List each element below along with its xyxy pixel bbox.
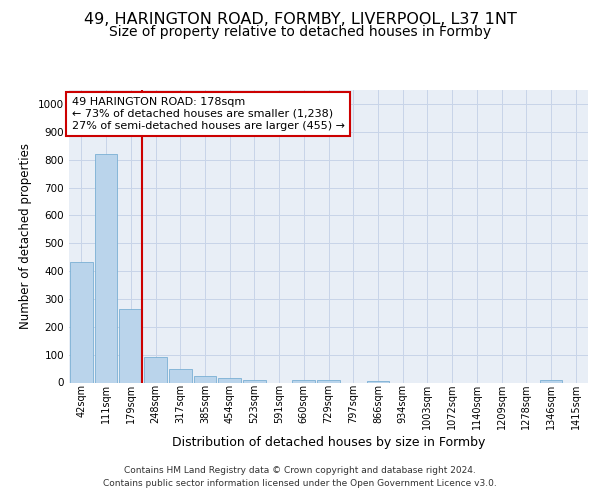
Bar (292, 380, 315, 382)
X-axis label: Distribution of detached houses by size in Formby: Distribution of detached houses by size … (172, 436, 485, 450)
Bar (95, 154, 118, 382)
Y-axis label: Number of detached properties: Number of detached properties (19, 143, 32, 329)
Text: Size of property relative to detached houses in Formby: Size of property relative to detached ho… (109, 25, 491, 39)
Bar (367, 381, 389, 382)
Text: 49, HARINGTON ROAD, FORMBY, LIVERPOOL, L37 1NT: 49, HARINGTON ROAD, FORMBY, LIVERPOOL, L… (83, 12, 517, 28)
Text: Contains HM Land Registry data © Crown copyright and database right 2024.
Contai: Contains HM Land Registry data © Crown c… (103, 466, 497, 487)
Bar (119, 308, 142, 382)
Bar (144, 358, 167, 382)
Bar (169, 369, 191, 382)
Bar (218, 378, 241, 382)
Bar (194, 376, 216, 382)
Bar (70, 262, 93, 382)
Bar (539, 380, 562, 382)
Bar (243, 380, 266, 382)
Text: 49 HARINGTON ROAD: 178sqm
← 73% of detached houses are smaller (1,238)
27% of se: 49 HARINGTON ROAD: 178sqm ← 73% of detac… (71, 98, 344, 130)
Bar (317, 380, 340, 382)
